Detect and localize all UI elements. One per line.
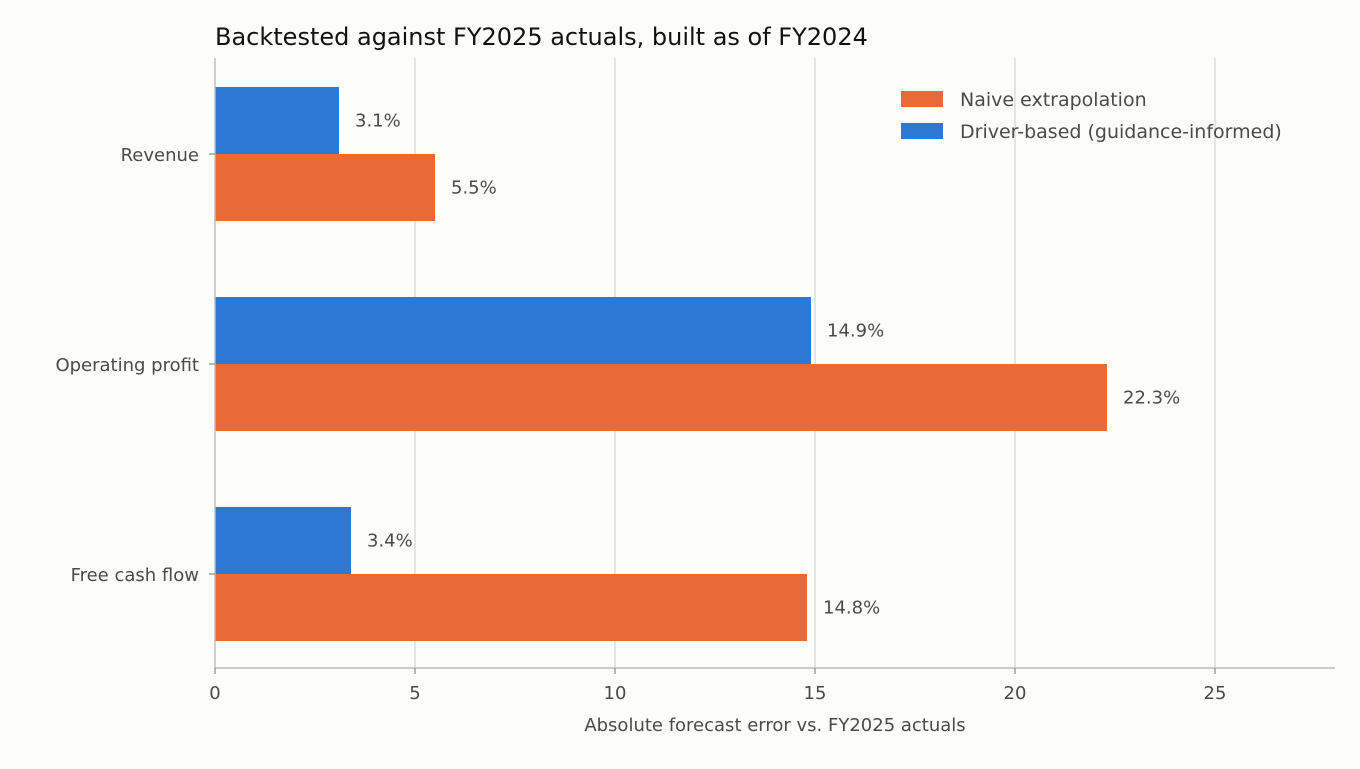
bar-driver-based-operating-profit — [215, 297, 811, 364]
y-tick-label-free-cash-flow: Free cash flow — [71, 565, 199, 586]
x-axis-label: Absolute forecast error vs. FY2025 actua… — [584, 715, 965, 736]
value-label-driver-based-operating-profit: 14.9% — [827, 321, 884, 342]
bars — [215, 87, 1107, 641]
value-label-driver-based-free-cash-flow: 3.4% — [367, 531, 413, 552]
value-labels: 3.1% 5.5% 14.9% 22.3% 3.4% 14.8% — [355, 111, 1180, 619]
grid-lines — [414, 58, 1216, 668]
x-tick-label-10: 10 — [604, 683, 627, 704]
bar-naive-revenue — [215, 154, 435, 221]
x-ticks: 0 5 10 15 20 25 — [209, 668, 1226, 704]
legend-label-naive: Naive extrapolation — [960, 89, 1147, 111]
bar-naive-operating-profit — [215, 364, 1107, 431]
y-tick-label-operating-profit: Operating profit — [55, 355, 199, 376]
x-tick-label-15: 15 — [804, 683, 827, 704]
value-label-naive-free-cash-flow: 14.8% — [823, 598, 880, 619]
axes — [214, 58, 1335, 669]
bar-naive-free-cash-flow — [215, 574, 807, 641]
legend-label-driver-based: Driver-based (guidance-informed) — [960, 121, 1282, 143]
x-tick-label-5: 5 — [409, 683, 420, 704]
y-category-labels: Revenue Operating profit Free cash flow — [55, 145, 215, 586]
value-label-naive-revenue: 5.5% — [451, 178, 497, 199]
chart-title: Backtested against FY2025 actuals, built… — [215, 23, 868, 51]
bar-driver-based-free-cash-flow — [215, 507, 351, 574]
value-label-driver-based-revenue: 3.1% — [355, 111, 401, 132]
x-tick-label-20: 20 — [1004, 683, 1027, 704]
value-label-naive-operating-profit: 22.3% — [1123, 388, 1180, 409]
y-tick-label-revenue: Revenue — [121, 145, 199, 166]
x-tick-label-0: 0 — [209, 683, 220, 704]
legend-swatch-naive — [901, 91, 943, 107]
x-tick-label-25: 25 — [1204, 683, 1227, 704]
legend-swatch-driver-based — [901, 123, 943, 139]
legend: Naive extrapolation Driver-based (guidan… — [901, 89, 1282, 143]
bar-driver-based-revenue — [215, 87, 339, 154]
